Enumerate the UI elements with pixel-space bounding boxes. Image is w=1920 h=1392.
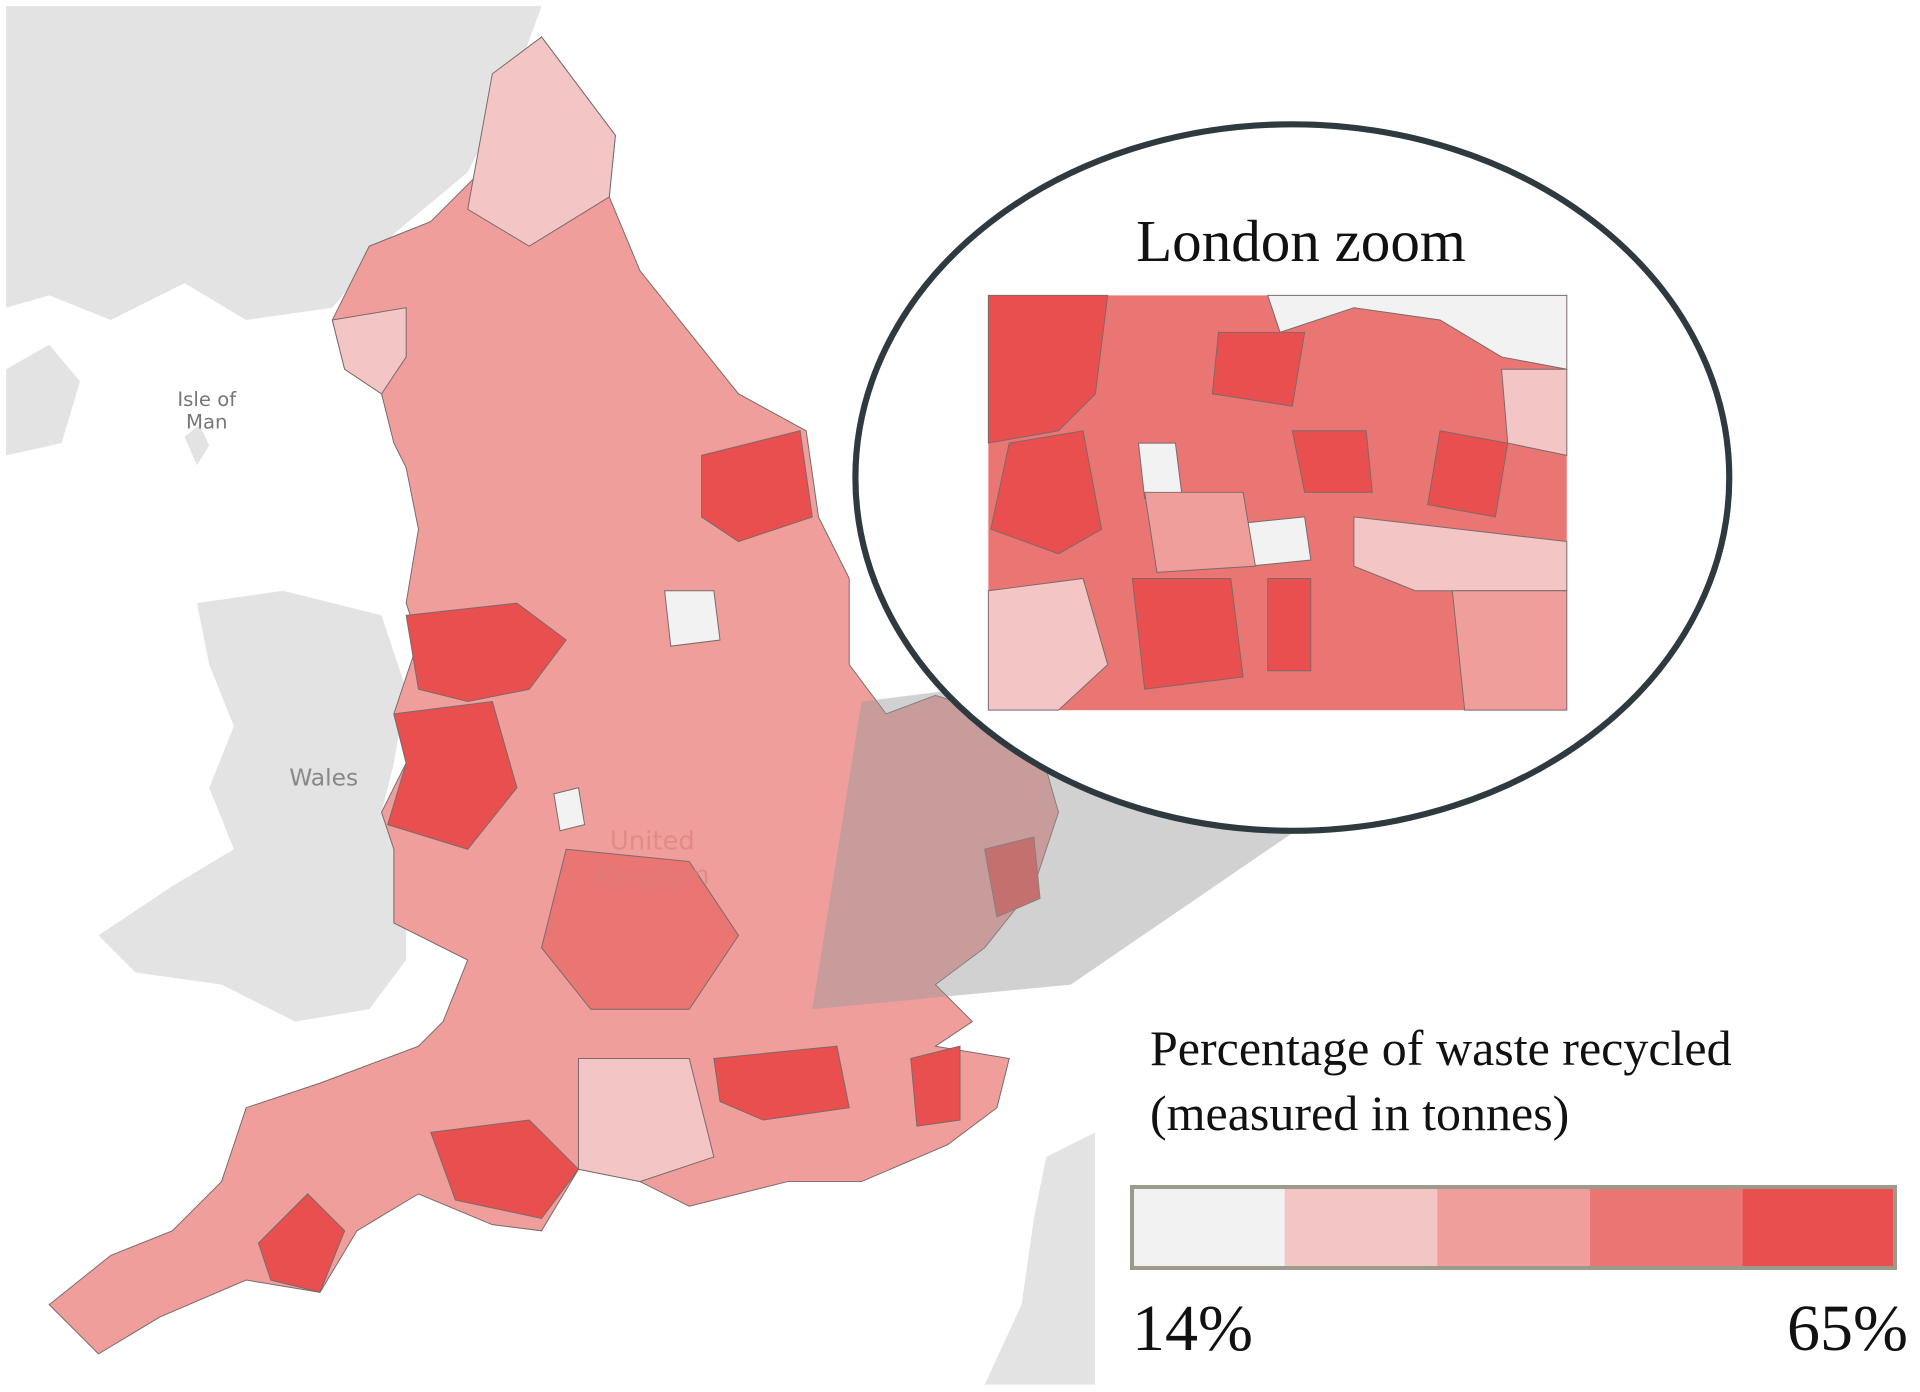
- legend-swatch: [1437, 1187, 1590, 1268]
- region: [1451, 590, 1568, 711]
- region: [701, 430, 813, 543]
- region: [713, 1045, 850, 1121]
- region: [405, 602, 567, 703]
- place-label: Man: [186, 410, 228, 433]
- zoom-title: London zoom: [1136, 208, 1466, 274]
- place-label: Isle of: [177, 388, 237, 411]
- legend-swatch: [1742, 1187, 1895, 1268]
- place-label: Kingdom: [595, 861, 709, 891]
- legend-swatch: [1589, 1187, 1743, 1268]
- region: [990, 430, 1103, 555]
- map: Isle of Man Wales United Kingdom London …: [6, 6, 1733, 1385]
- region: [1267, 577, 1312, 672]
- region: [257, 1193, 346, 1293]
- region: [1131, 577, 1244, 690]
- region: [331, 307, 407, 395]
- region: [387, 701, 518, 850]
- legend-title: (measured in tonnes): [1150, 1085, 1569, 1141]
- legend-frame: [1130, 1185, 1897, 1270]
- land-scotland: [6, 6, 542, 321]
- region: [910, 1045, 961, 1127]
- region: [1501, 368, 1568, 457]
- region: [430, 1119, 580, 1220]
- region: [1144, 491, 1256, 573]
- zoom-map: [987, 294, 1568, 711]
- legend: Percentage of waste recycled (measured i…: [1095, 1010, 1920, 1392]
- land-isle-of-man: [184, 424, 210, 466]
- region: [987, 294, 1109, 444]
- place-label: United: [610, 826, 695, 856]
- region: [1267, 294, 1568, 370]
- land-wales: [98, 590, 407, 1022]
- region: [577, 1057, 715, 1183]
- legend-swatch: [1132, 1187, 1285, 1268]
- land-france: [984, 1132, 1096, 1385]
- legend-max: 65%: [1787, 1292, 1908, 1365]
- region: [664, 590, 721, 647]
- zoom-cone: [812, 689, 1305, 1010]
- legend-min: 14%: [1132, 1292, 1253, 1365]
- region: [1137, 442, 1183, 500]
- region: [984, 836, 1041, 918]
- region: [553, 787, 586, 832]
- legend-bar: [1132, 1187, 1895, 1268]
- legend-title: Percentage of waste recycled: [1150, 1020, 1732, 1076]
- region: [1291, 430, 1373, 493]
- region: [467, 36, 616, 247]
- legend-swatch: [1284, 1187, 1438, 1268]
- land-ireland: [6, 344, 81, 456]
- region: [541, 848, 740, 1010]
- region: [1427, 430, 1509, 518]
- region: [987, 577, 1109, 711]
- region: [1211, 331, 1306, 407]
- place-label: Wales: [289, 763, 358, 791]
- land-england: [48, 35, 1060, 1355]
